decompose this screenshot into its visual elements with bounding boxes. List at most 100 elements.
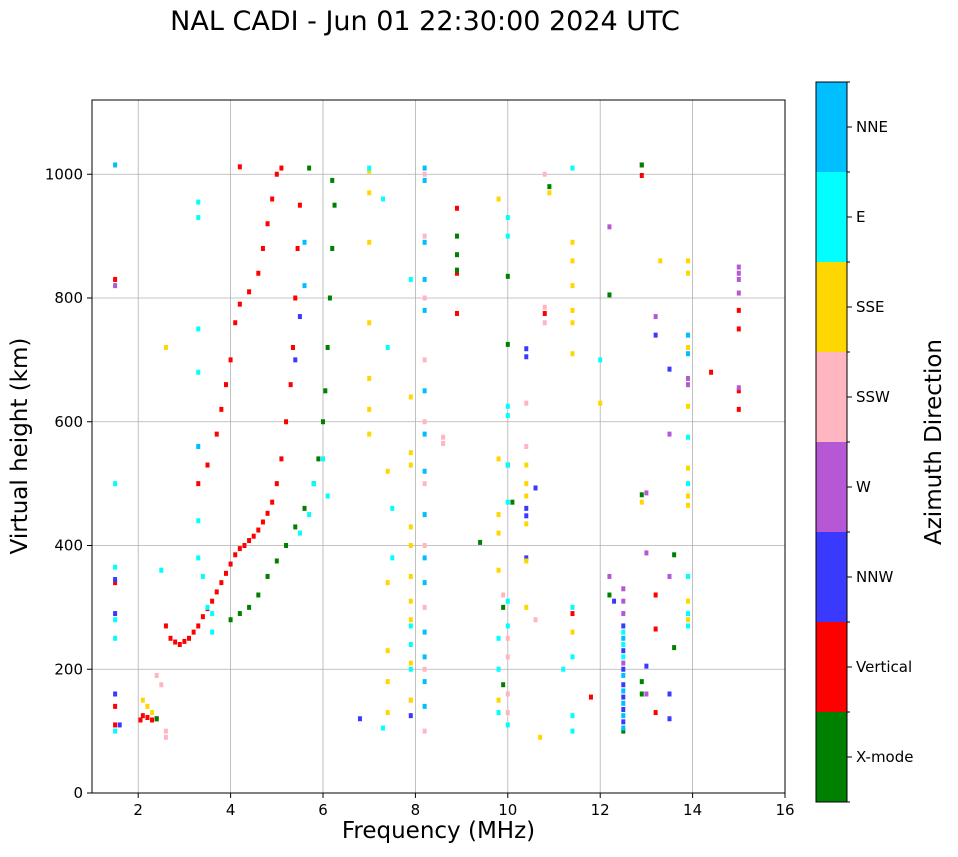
echo-point-x-mode xyxy=(639,492,644,498)
echo-point-sse xyxy=(408,524,413,530)
echo-point-e xyxy=(113,617,118,623)
echo-point-w xyxy=(621,586,626,592)
echo-point-x-mode xyxy=(293,524,298,530)
echo-point-nne xyxy=(621,713,626,719)
echo-point-nnw xyxy=(113,577,118,583)
echo-point-x-mode xyxy=(478,539,483,545)
echo-point-vertical xyxy=(214,589,219,595)
echo-point-nne xyxy=(422,654,427,660)
echo-point-sse xyxy=(367,320,372,326)
echo-point-vertical xyxy=(205,462,210,468)
echo-point-nnw xyxy=(357,716,362,722)
y-tick-label: 1000 xyxy=(45,165,83,183)
echo-point-x-mode xyxy=(607,292,612,298)
x-axis-ticks: 2 4 6 8 10 12 14 16 xyxy=(133,793,795,819)
echo-point-e xyxy=(685,623,690,629)
echo-point-sse xyxy=(685,617,690,623)
x-tick-label: 4 xyxy=(226,801,236,819)
echo-point-ssw xyxy=(422,171,427,177)
echo-point-sse xyxy=(496,567,501,573)
colorbar-segment-nne xyxy=(816,82,847,172)
echo-point-sse xyxy=(570,283,575,289)
echo-point-w xyxy=(607,224,612,230)
echo-point-x-mode xyxy=(621,728,626,734)
echo-point-vertical xyxy=(293,295,298,301)
echo-point-sse xyxy=(658,258,663,264)
echo-point-x-mode xyxy=(547,184,552,190)
echo-point-e xyxy=(210,629,215,635)
echo-point-ssw xyxy=(542,320,547,326)
echo-point-sse xyxy=(408,697,413,703)
echo-point-vertical xyxy=(247,538,252,544)
echo-point-vertical xyxy=(200,614,205,620)
echo-point-ssw xyxy=(422,481,427,487)
echo-point-e xyxy=(561,666,566,672)
echo-point-vertical xyxy=(219,580,224,586)
echo-point-sse xyxy=(367,239,372,245)
echo-point-ssw xyxy=(422,666,427,672)
echo-point-vertical xyxy=(295,246,300,251)
x-tick-label: 8 xyxy=(411,801,421,819)
echo-point-e xyxy=(496,666,501,672)
echo-point-nne xyxy=(422,555,427,561)
echo-point-e xyxy=(113,564,118,570)
x-tick-label: 16 xyxy=(775,801,794,819)
echo-point-w xyxy=(667,431,672,437)
echo-point-nnw xyxy=(653,332,658,338)
echo-point-vertical xyxy=(237,546,242,552)
echo-point-sse xyxy=(685,598,690,604)
echo-point-e xyxy=(321,456,325,462)
colorbar-segment-nnw xyxy=(816,532,847,622)
echo-point-x-mode xyxy=(505,273,510,279)
echo-point-x-mode xyxy=(639,679,644,685)
echo-point-sse xyxy=(524,481,529,487)
colorbar-frame xyxy=(815,81,848,803)
echo-point-nne xyxy=(685,332,690,338)
echo-point-e xyxy=(408,666,413,672)
echo-point-ssw xyxy=(422,604,427,610)
echo-point-vertical xyxy=(709,369,714,375)
colorbar-segment-x-mode xyxy=(816,712,847,802)
x-tick-label: 12 xyxy=(591,801,610,819)
echo-point-nnw xyxy=(293,357,298,363)
echo-point-x-mode xyxy=(672,645,677,651)
colorbar-segment-w xyxy=(816,442,847,532)
echo-point-vertical xyxy=(284,419,289,425)
echo-point-vertical xyxy=(233,552,238,558)
echo-point-vertical xyxy=(260,246,265,251)
echo-point-w xyxy=(644,490,649,496)
echo-point-vertical xyxy=(274,171,279,177)
echo-point-x-mode xyxy=(316,456,321,462)
echo-point-ssw xyxy=(505,635,510,641)
echo-point-x-mode xyxy=(501,604,506,610)
echo-point-vertical xyxy=(454,270,459,276)
echo-point-vertical xyxy=(588,694,593,700)
echo-point-sse xyxy=(385,648,390,654)
echo-point-sse xyxy=(538,734,543,740)
echo-point-nne xyxy=(196,444,201,449)
echo-point-sse xyxy=(570,351,575,357)
echo-point-w xyxy=(644,691,649,697)
colorbar-tick-label: X-mode xyxy=(856,748,913,766)
echo-point-sse xyxy=(140,697,145,703)
echo-point-vertical xyxy=(113,722,118,728)
echo-point-x-mode xyxy=(247,604,252,610)
echo-point-e xyxy=(196,199,201,205)
echo-point-sse xyxy=(598,400,603,406)
echo-point-x-mode xyxy=(307,165,312,171)
echo-point-w xyxy=(685,375,690,381)
echo-point-vertical xyxy=(270,196,275,202)
echo-point-x-mode xyxy=(284,543,289,548)
echo-point-sse xyxy=(570,239,575,245)
echo-point-e xyxy=(196,555,201,561)
echo-point-x-mode xyxy=(330,177,335,183)
x-tick-label: 2 xyxy=(133,801,143,819)
echo-point-vertical xyxy=(270,499,275,505)
y-tick-label: 800 xyxy=(54,289,83,307)
colorbar-tick-label: W xyxy=(856,478,871,496)
echo-point-nnw xyxy=(644,663,649,669)
echo-point-ssw xyxy=(159,682,164,688)
echo-point-vertical xyxy=(223,570,228,576)
echo-point-x-mode xyxy=(154,716,159,722)
echo-point-vertical xyxy=(113,580,118,586)
